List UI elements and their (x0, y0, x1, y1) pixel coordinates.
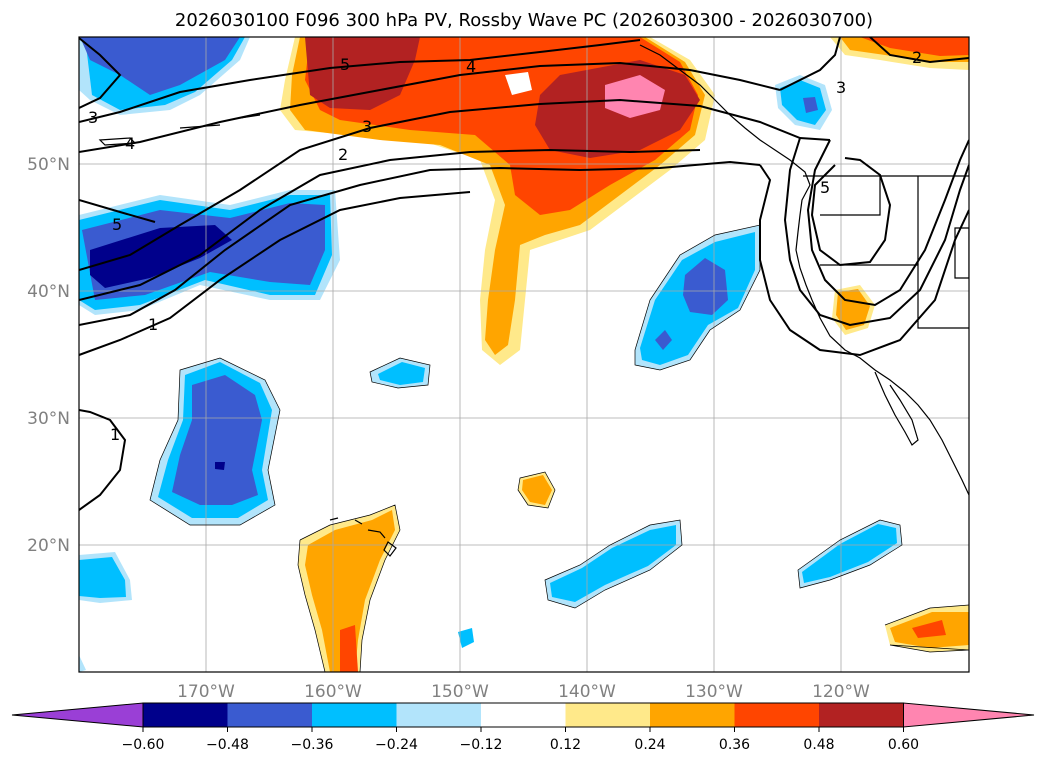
lon-label: 150°W (431, 682, 489, 702)
lon-label: 160°W (304, 682, 362, 702)
longitude-labels: 170°W 160°W 150°W 140°W 130°W 120°W (177, 682, 870, 702)
colorbar-tick-label: 0.36 (719, 737, 750, 753)
colorbar-segment (312, 703, 397, 727)
colorbar: −0.60 −0.48 −0.36 −0.24 −0.12 0.12 0.24 0.36 0.4… (11, 702, 1035, 753)
colorbar-segment (734, 703, 820, 727)
contour-label: 3 (88, 108, 98, 127)
lon-label: 170°W (177, 682, 235, 702)
pv-contours (79, 37, 969, 511)
lon-label: 130°W (685, 682, 743, 702)
colorbar-segment (819, 703, 904, 727)
contour-label: 5 (340, 55, 350, 74)
contour-label: 1 (148, 315, 158, 334)
map-title: 2026030100 F096 300 hPa PV, Rossby Wave … (175, 10, 873, 31)
map-frame (78, 36, 970, 673)
colorbar-tick-label: 0.60 (888, 737, 919, 753)
colorbar-segment (143, 703, 228, 727)
graticule (79, 37, 969, 672)
contour-label: 5 (820, 178, 830, 197)
colorbar-segment (227, 703, 313, 727)
lon-label: 120°W (812, 682, 870, 702)
colorbar-tick-label: −0.24 (375, 737, 418, 753)
map-area: 3 4 5 4 5 3 2 1 1 2 3 5 (79, 37, 969, 672)
contour-label: 3 (836, 78, 846, 97)
contour-label: 4 (466, 57, 476, 76)
contour-label: 4 (125, 134, 135, 153)
colorbar-tick-label: −0.36 (291, 737, 334, 753)
anomaly-outline-contours (149, 224, 969, 672)
coastlines (98, 44, 969, 496)
contour-label: 5 (112, 215, 122, 234)
colorbar-segment (565, 703, 651, 727)
lat-label: 50°N (27, 155, 70, 175)
latitude-labels: 50°N 40°N 30°N 20°N (27, 155, 70, 556)
contour-label: 3 (362, 117, 372, 136)
contour-label: 2 (338, 145, 348, 164)
colorbar-segment (481, 703, 566, 727)
colorbar-tick-label: −0.60 (122, 737, 165, 753)
lat-label: 30°N (27, 409, 70, 429)
lon-label: 140°W (558, 682, 616, 702)
colorbar-tick-label: −0.12 (460, 737, 503, 753)
colorbar-segment (396, 703, 482, 727)
colorbar-tick-label: 0.48 (803, 737, 834, 753)
colorbar-tick-label: 0.12 (550, 737, 581, 753)
colorbar-tick-label: −0.48 (206, 737, 249, 753)
lat-label: 20°N (27, 536, 70, 556)
lat-label: 40°N (27, 282, 70, 302)
colorbar-extend-max (903, 702, 1035, 728)
colorbar-segment (650, 703, 735, 727)
colorbar-extend-min (11, 702, 144, 728)
colorbar-tick-label: 0.24 (634, 737, 665, 753)
contour-label: 2 (912, 48, 922, 67)
contour-labels: 3 4 5 4 5 3 2 1 1 2 3 5 (88, 48, 922, 444)
colorbar-outline (142, 702, 904, 728)
hawaiian-islands (329, 517, 397, 557)
contour-label: 1 (110, 425, 120, 444)
